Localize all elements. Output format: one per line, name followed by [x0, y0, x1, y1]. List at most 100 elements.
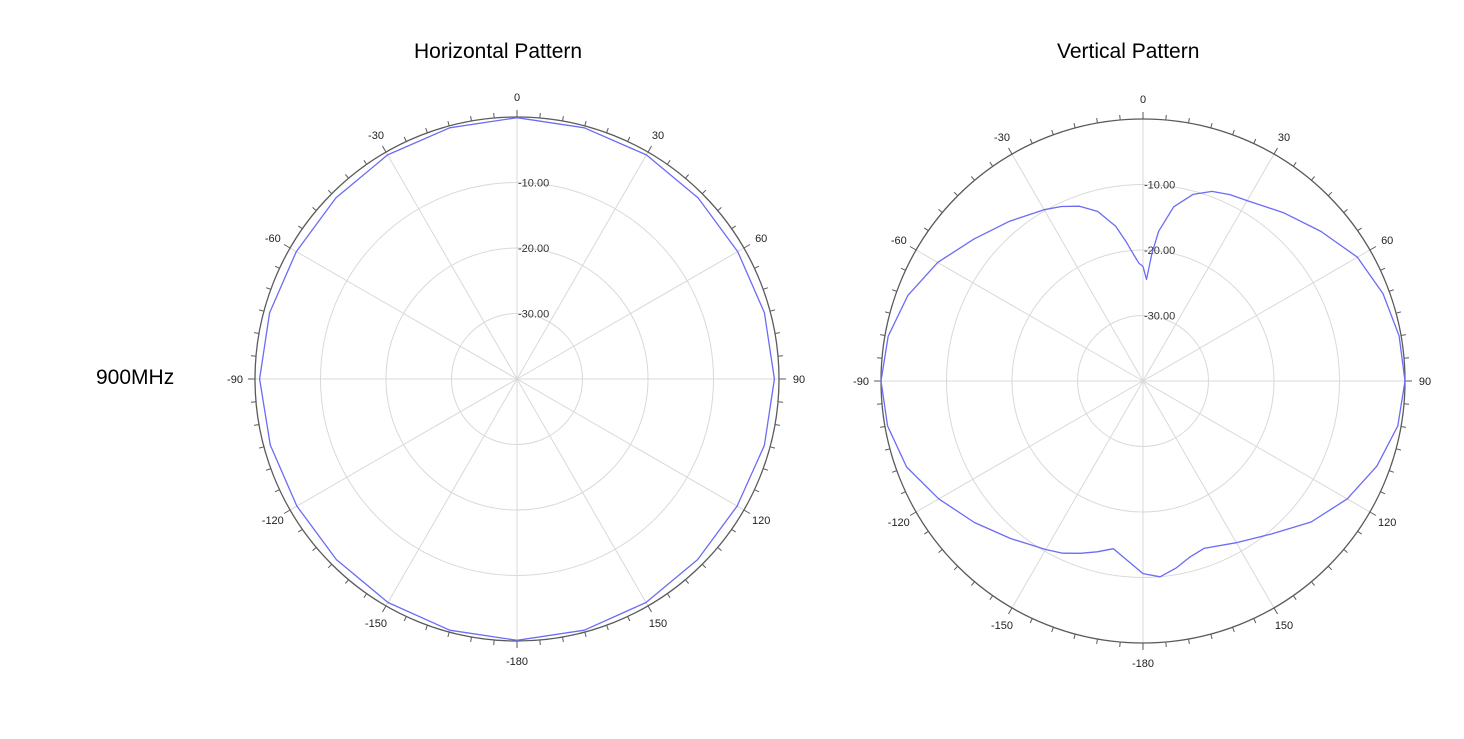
- angle-label: -120: [888, 517, 910, 529]
- angle-tick-mark: [345, 579, 349, 584]
- angle-tick-mark: [1008, 147, 1013, 155]
- angle-tick-mark: [754, 265, 760, 269]
- angle-tick-mark: [1369, 246, 1377, 251]
- angle-label: -120: [262, 515, 284, 527]
- angle-tick-mark: [493, 639, 495, 646]
- angle-tick-mark: [1165, 114, 1167, 121]
- angle-tick-mark: [884, 448, 891, 451]
- angle-tick-mark: [717, 207, 722, 211]
- angle-tick-mark: [1119, 114, 1121, 121]
- angle-tick-mark: [274, 265, 280, 269]
- grid-ring: [385, 247, 649, 511]
- angle-tick-mark: [606, 625, 609, 631]
- angle-tick-mark: [258, 446, 265, 449]
- angle-tick-mark: [1165, 641, 1167, 648]
- angle-label: -60: [891, 235, 907, 247]
- angle-label: 30: [652, 130, 664, 142]
- angle-label: 60: [1381, 235, 1393, 247]
- radial-tick-label: -30.00: [518, 309, 549, 321]
- angle-tick-mark: [1119, 641, 1121, 648]
- angle-tick-mark: [1188, 638, 1190, 644]
- angle-tick-mark: [584, 631, 587, 638]
- angle-tick-mark: [1292, 162, 1297, 167]
- grid-ring: [451, 313, 583, 445]
- angle-tick-mark: [283, 244, 291, 249]
- angle-tick-mark: [1400, 334, 1406, 336]
- angle-tick-mark: [876, 403, 883, 405]
- angle-label: -60: [265, 233, 281, 245]
- angle-tick-mark: [312, 207, 317, 211]
- angle-tick-mark: [971, 176, 975, 181]
- angle-tick-mark: [258, 309, 265, 312]
- angle-tick-mark: [1327, 191, 1333, 197]
- angle-tick-mark: [1253, 138, 1257, 144]
- angle-tick-mark: [924, 227, 929, 232]
- angle-tick-mark: [701, 189, 707, 195]
- angle-tick-mark: [312, 547, 317, 551]
- angle-tick-mark: [1403, 357, 1410, 359]
- angle-tick-mark: [1357, 530, 1362, 535]
- angle-label: -90: [853, 376, 869, 388]
- angle-tick-mark: [909, 511, 917, 516]
- angle-tick-mark: [539, 112, 541, 119]
- angle-tick-mark: [1273, 147, 1278, 155]
- angle-tick-mark: [1389, 470, 1395, 473]
- angle-tick-mark: [1096, 118, 1098, 124]
- angle-tick-mark: [777, 355, 784, 357]
- angle-tick-mark: [1395, 448, 1402, 451]
- angle-label: 150: [649, 618, 667, 630]
- angle-tick-mark: [876, 357, 883, 359]
- angle-tick-mark: [701, 563, 707, 569]
- angle-tick-mark: [763, 468, 769, 471]
- angle-tick-mark: [447, 631, 450, 638]
- angle-tick-mark: [717, 547, 722, 551]
- angle-tick-mark: [539, 639, 541, 646]
- angle-tick-mark: [1073, 633, 1076, 640]
- angle-tick-mark: [884, 311, 891, 314]
- angle-tick-mark: [971, 581, 975, 586]
- angle-tick-mark: [685, 579, 689, 584]
- angle-tick-mark: [447, 120, 450, 127]
- angle-tick-mark: [345, 174, 349, 179]
- angle-tick-mark: [1096, 638, 1098, 644]
- angle-tick-mark: [891, 289, 897, 292]
- angle-tick-mark: [403, 136, 407, 142]
- angle-label: 60: [755, 233, 767, 245]
- radial-tick-label: -20.00: [1144, 245, 1175, 257]
- angle-tick-mark: [1029, 618, 1033, 624]
- angle-tick-mark: [250, 401, 257, 403]
- angle-tick-mark: [647, 145, 652, 153]
- angle-tick-mark: [470, 636, 472, 642]
- grid-ring: [1011, 249, 1275, 513]
- angle-tick-mark: [274, 489, 280, 493]
- angle-tick-mark: [1380, 267, 1386, 271]
- angle-tick-mark: [774, 424, 780, 426]
- angle-tick-mark: [1051, 627, 1054, 633]
- vertical-pattern-title: Vertical Pattern: [1057, 40, 1200, 63]
- angle-tick-mark: [743, 244, 751, 249]
- angle-tick-mark: [1051, 129, 1054, 135]
- angle-label: -30: [994, 132, 1010, 144]
- angle-label: 150: [1275, 620, 1293, 632]
- angle-tick-mark: [298, 225, 303, 230]
- angle-label: 0: [514, 92, 520, 104]
- angle-tick-mark: [606, 127, 609, 133]
- pattern-trace: [880, 190, 1406, 578]
- angle-tick-mark: [1232, 129, 1235, 135]
- radial-tick-label: -10.00: [1144, 180, 1175, 192]
- angle-tick-mark: [327, 563, 333, 569]
- angle-label: -90: [227, 374, 243, 386]
- angle-label: -150: [365, 618, 387, 630]
- angle-tick-mark: [1357, 227, 1362, 232]
- angle-label: -180: [506, 656, 528, 668]
- angle-tick-mark: [562, 636, 564, 642]
- angle-tick-mark: [1343, 209, 1348, 213]
- angle-tick-mark: [938, 549, 943, 553]
- angle-tick-mark: [584, 120, 587, 127]
- angle-tick-mark: [250, 355, 257, 357]
- angle-tick-mark: [1008, 607, 1013, 615]
- radial-tick-label: -20.00: [518, 243, 549, 255]
- angle-tick-mark: [425, 625, 428, 631]
- angle-tick-mark: [1210, 122, 1213, 129]
- horizontal-pattern-title: Horizontal Pattern: [414, 40, 583, 63]
